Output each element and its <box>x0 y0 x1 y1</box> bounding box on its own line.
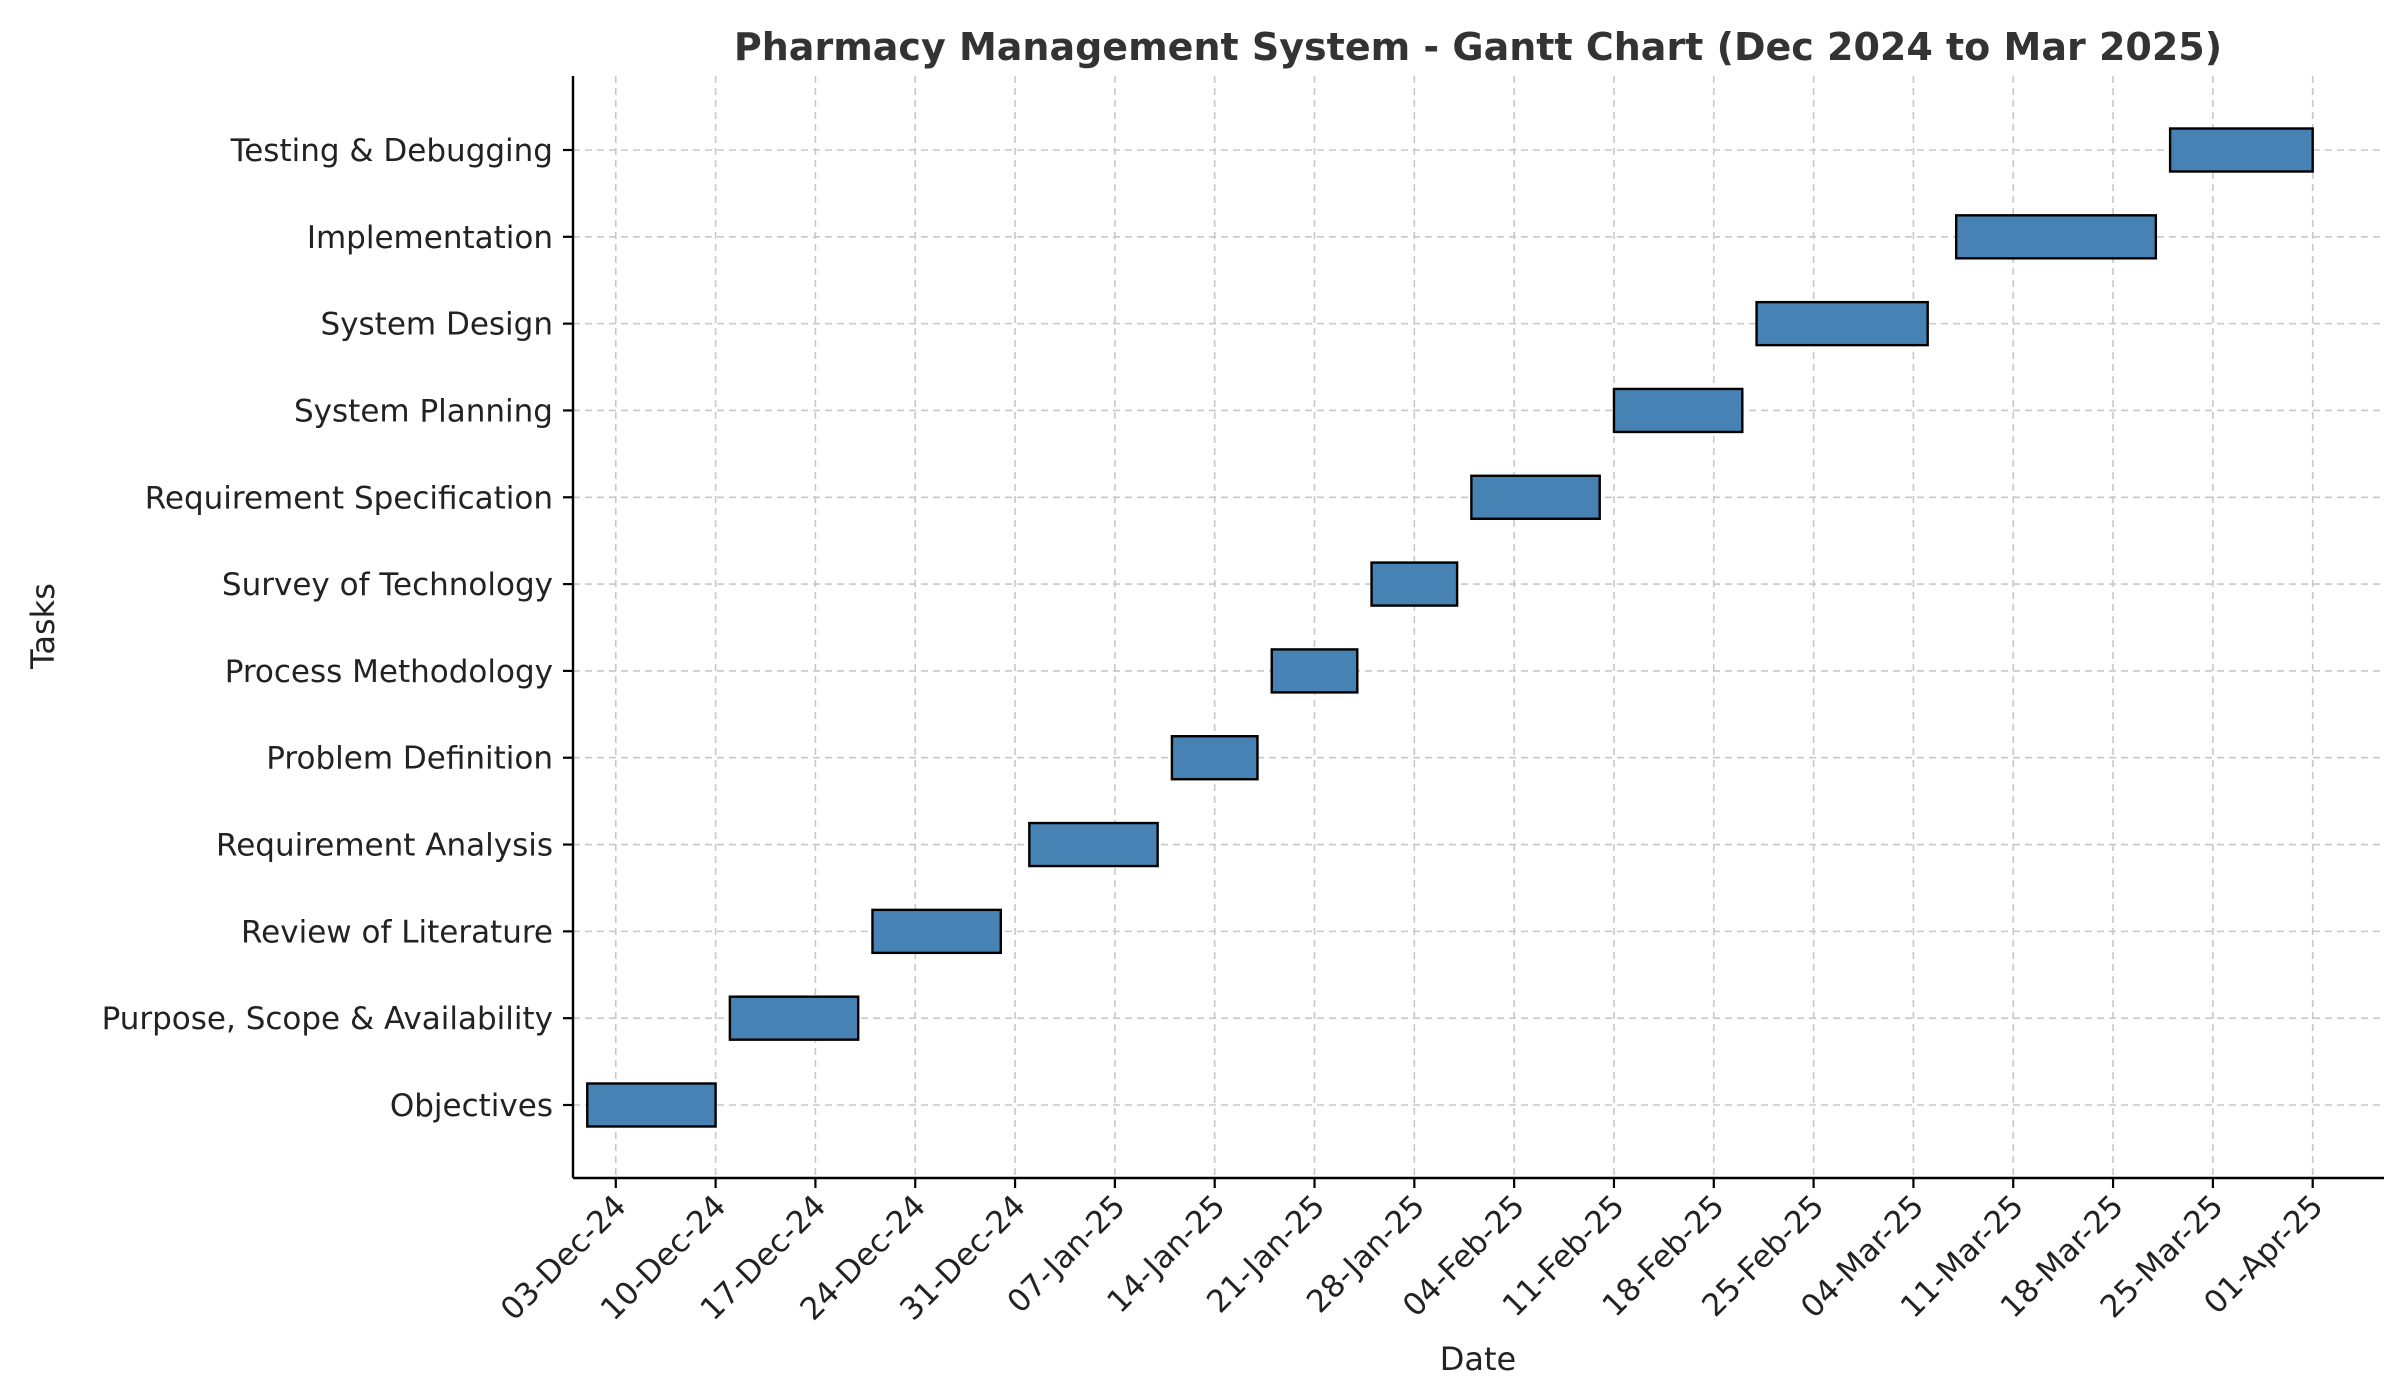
gantt-bar <box>1170 735 1259 781</box>
bars-layer <box>586 127 2314 1128</box>
task-label: System Design <box>321 307 554 343</box>
gantt-bar <box>1955 214 2158 260</box>
x-axis-label: Date <box>1440 1340 1516 1378</box>
gantt-bar <box>1370 561 1459 607</box>
gantt-bar <box>1270 648 1359 694</box>
ticks-layer: 03-Dec-2410-Dec-2417-Dec-2424-Dec-2431-D… <box>102 133 2331 1328</box>
chart-title: Pharmacy Management System - Gantt Chart… <box>734 25 2222 69</box>
gantt-bar <box>1470 474 1601 520</box>
task-label: Objectives <box>390 1088 553 1124</box>
gantt-bar <box>586 1082 717 1128</box>
gantt-bar <box>871 908 1002 955</box>
gantt-bar <box>728 995 860 1041</box>
y-axis-label: Tasks <box>24 583 62 670</box>
gantt-bar <box>1028 821 1159 868</box>
gantt-bar <box>1755 300 1929 347</box>
task-label: Problem Definition <box>266 741 553 777</box>
task-label: Testing & Debugging <box>230 133 553 169</box>
task-label: Process Methodology <box>225 654 553 690</box>
task-label: Implementation <box>307 220 553 256</box>
gantt-bar <box>2168 127 2314 173</box>
task-label: Requirement Specification <box>145 480 553 516</box>
task-label: Purpose, Scope & Availability <box>102 1001 553 1037</box>
task-label: System Planning <box>294 393 553 429</box>
task-label: Review of Literature <box>241 914 553 950</box>
gantt-bar <box>1612 387 1744 434</box>
task-label: Survey of Technology <box>222 567 553 603</box>
task-label: Requirement Analysis <box>216 828 553 864</box>
axes-layer <box>571 76 2384 1180</box>
